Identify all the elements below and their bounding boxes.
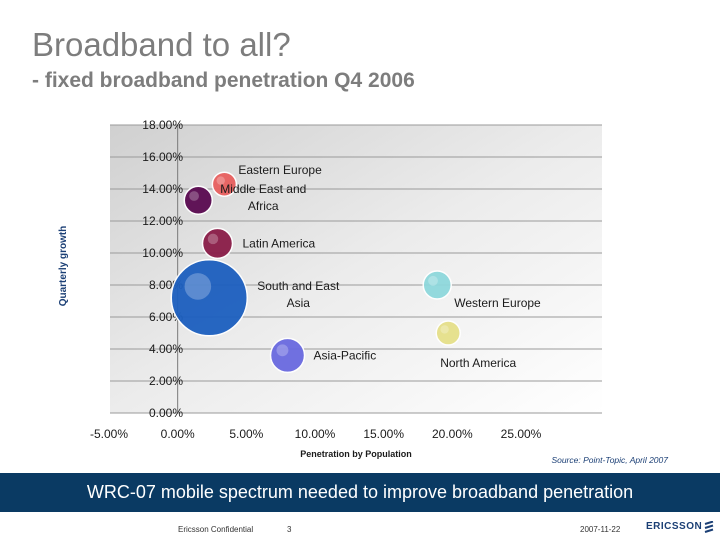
logo-text: ERICSSON xyxy=(646,521,703,532)
y-tick-label: 10.00% xyxy=(142,246,183,260)
bubble-label: Middle East and xyxy=(220,182,306,196)
bubble-north-america xyxy=(435,320,461,346)
y-tick-label: 18.00% xyxy=(142,118,183,132)
x-tick-label: 25.00% xyxy=(501,427,542,441)
bubble-highlight xyxy=(440,325,449,334)
bubble-highlight xyxy=(207,233,219,245)
bubble-label: Asia-Pacific xyxy=(314,348,377,362)
y-tick-label: 12.00% xyxy=(142,214,183,228)
bubble-highlight xyxy=(189,191,199,201)
bubble-label: Eastern Europe xyxy=(238,163,322,177)
bubble-label: Asia xyxy=(287,296,311,310)
y-tick-label: 0.00% xyxy=(149,406,183,420)
y-tick-label: 14.00% xyxy=(142,182,183,196)
page-subtitle: - fixed broadband penetration Q4 2006 xyxy=(32,69,415,92)
bubble-highlight xyxy=(276,344,289,357)
x-tick-label: -5.00% xyxy=(90,427,128,441)
banner: WRC-07 mobile spectrum needed to improve… xyxy=(0,473,720,511)
x-axis-label: Penetration by Population xyxy=(300,449,412,459)
ericsson-logo-icon xyxy=(704,521,714,533)
bubble-highlight xyxy=(184,273,212,300)
bubble-label: South and East xyxy=(257,279,340,293)
bubble-south-and-east-asia xyxy=(170,259,249,337)
bubble-label: North America xyxy=(440,356,516,370)
footer-divider xyxy=(0,511,720,512)
x-tick-label: 0.00% xyxy=(161,427,195,441)
bubble-highlight xyxy=(216,176,225,185)
bubble-latin-america xyxy=(201,227,234,260)
bubble-asia-pacific xyxy=(269,337,306,374)
x-tick-label: 5.00% xyxy=(229,427,263,441)
footer-confidential: Ericsson Confidential xyxy=(178,525,254,534)
banner-text: WRC-07 mobile spectrum needed to improve… xyxy=(86,482,634,502)
bubble-middle-east-and-africa xyxy=(183,185,214,215)
bubble-label: Western Europe xyxy=(454,296,541,310)
bubble-western-europe xyxy=(422,270,452,300)
bubble-label: Africa xyxy=(248,199,279,213)
y-tick-label: 4.00% xyxy=(149,342,183,356)
y-axis-label: Quarterly growth xyxy=(58,226,69,307)
source-note: Source: Point-Topic, April 2007 xyxy=(551,455,668,465)
x-tick-label: 15.00% xyxy=(363,427,404,441)
bubble-label: Latin America xyxy=(242,236,315,250)
x-tick-label: 10.00% xyxy=(295,427,336,441)
bubble-highlight xyxy=(428,275,438,286)
page-title: Broadband to all? xyxy=(32,26,291,63)
bubble-eastern-europe xyxy=(211,171,238,197)
y-tick-label: 16.00% xyxy=(142,150,183,164)
footer-page-number: 3 xyxy=(287,525,292,534)
y-tick-label: 2.00% xyxy=(149,374,183,388)
footer-date: 2007-11-22 xyxy=(580,525,621,534)
bubble-chart: 0.00%2.00%4.00%6.00%8.00%10.00%12.00%14.… xyxy=(58,118,602,459)
x-tick-label: 20.00% xyxy=(432,427,473,441)
